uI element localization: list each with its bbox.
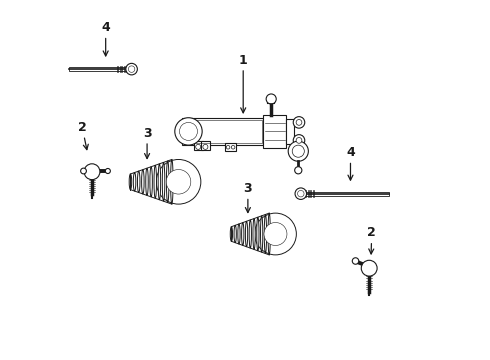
Circle shape bbox=[231, 145, 235, 149]
Ellipse shape bbox=[257, 217, 259, 251]
Bar bbox=[69, 67, 132, 71]
Bar bbox=[301, 192, 389, 196]
Text: 1: 1 bbox=[239, 54, 247, 113]
Circle shape bbox=[293, 117, 305, 128]
Ellipse shape bbox=[249, 220, 251, 248]
Circle shape bbox=[296, 120, 302, 125]
Ellipse shape bbox=[133, 172, 136, 191]
Bar bbox=[263, 115, 286, 148]
Text: 3: 3 bbox=[143, 127, 151, 158]
Circle shape bbox=[292, 145, 304, 157]
Text: 4: 4 bbox=[346, 146, 355, 180]
Bar bbox=[286, 119, 294, 144]
Ellipse shape bbox=[242, 222, 244, 246]
Circle shape bbox=[156, 159, 201, 204]
Circle shape bbox=[84, 164, 100, 180]
Ellipse shape bbox=[268, 213, 270, 255]
Circle shape bbox=[175, 118, 202, 145]
Text: 4: 4 bbox=[101, 21, 110, 56]
Ellipse shape bbox=[142, 170, 144, 194]
Circle shape bbox=[288, 141, 308, 161]
Bar bbox=[183, 120, 262, 143]
Circle shape bbox=[352, 258, 359, 264]
Circle shape bbox=[105, 168, 110, 174]
Ellipse shape bbox=[129, 174, 132, 190]
Circle shape bbox=[179, 122, 197, 140]
Circle shape bbox=[128, 66, 135, 72]
Circle shape bbox=[203, 144, 208, 149]
Ellipse shape bbox=[146, 168, 148, 195]
Text: 3: 3 bbox=[244, 182, 252, 212]
Ellipse shape bbox=[138, 171, 140, 193]
Ellipse shape bbox=[234, 225, 236, 243]
Ellipse shape bbox=[238, 224, 240, 244]
Circle shape bbox=[297, 190, 304, 197]
Circle shape bbox=[266, 94, 276, 104]
Circle shape bbox=[166, 170, 191, 194]
Ellipse shape bbox=[150, 167, 152, 197]
Circle shape bbox=[293, 135, 305, 146]
Circle shape bbox=[126, 63, 137, 75]
Ellipse shape bbox=[261, 216, 263, 252]
Circle shape bbox=[81, 168, 86, 174]
Bar bbox=[201, 141, 210, 150]
Text: 2: 2 bbox=[368, 226, 376, 254]
Bar bbox=[182, 118, 263, 145]
Circle shape bbox=[296, 138, 302, 143]
Ellipse shape bbox=[264, 215, 267, 253]
Circle shape bbox=[196, 144, 201, 149]
Ellipse shape bbox=[167, 161, 169, 203]
Circle shape bbox=[255, 213, 296, 255]
Circle shape bbox=[264, 222, 287, 246]
Circle shape bbox=[294, 167, 302, 174]
Ellipse shape bbox=[162, 162, 165, 201]
Ellipse shape bbox=[154, 165, 156, 198]
Circle shape bbox=[295, 188, 307, 199]
Circle shape bbox=[361, 260, 377, 276]
Circle shape bbox=[226, 145, 230, 149]
Text: 2: 2 bbox=[78, 121, 88, 150]
Ellipse shape bbox=[245, 221, 247, 247]
Bar bbox=[194, 141, 202, 150]
Ellipse shape bbox=[171, 159, 173, 204]
Ellipse shape bbox=[158, 164, 161, 200]
Ellipse shape bbox=[230, 227, 233, 241]
Ellipse shape bbox=[253, 219, 255, 249]
Bar bbox=[225, 143, 236, 151]
